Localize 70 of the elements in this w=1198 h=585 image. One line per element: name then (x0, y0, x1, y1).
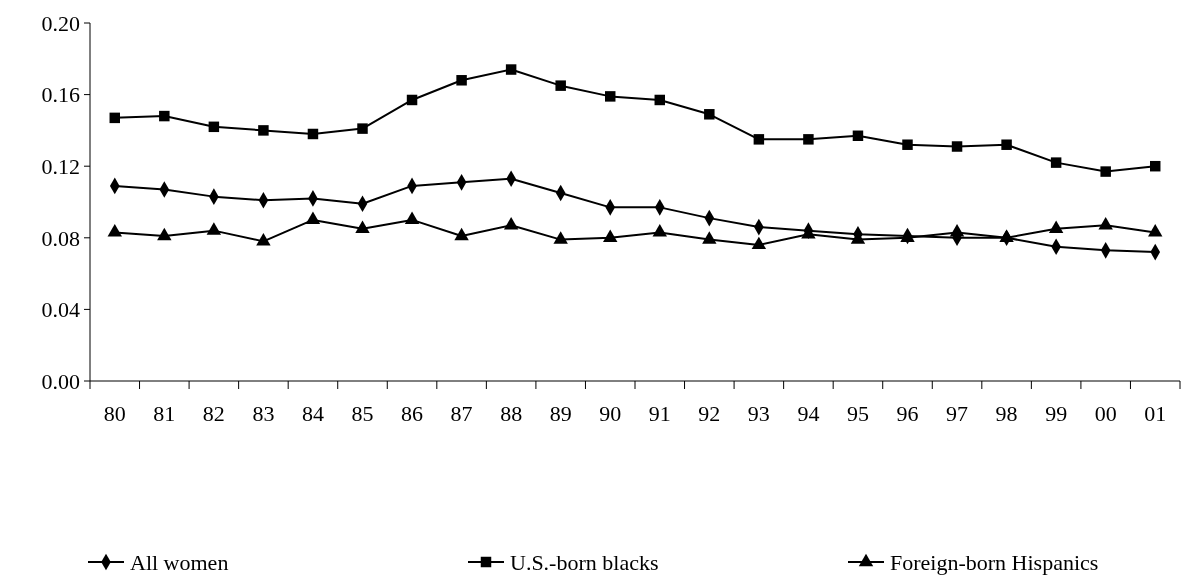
point (1098, 216, 1113, 230)
x-tick-label: 90 (599, 401, 622, 426)
point (256, 233, 271, 246)
point (555, 80, 566, 91)
point (852, 130, 864, 142)
point (404, 211, 420, 225)
point (1100, 166, 1111, 177)
point (258, 125, 269, 136)
point (109, 112, 121, 124)
x-tick-label: 97 (946, 401, 969, 426)
x-tick-label: 88 (500, 401, 523, 426)
point (1149, 160, 1161, 172)
point (1001, 139, 1012, 150)
point (753, 134, 765, 145)
point (1148, 224, 1163, 237)
x-tick-label: 94 (797, 401, 820, 426)
point (505, 64, 517, 75)
point (157, 227, 172, 241)
point (951, 141, 963, 152)
point (357, 123, 368, 134)
y-tick-label: 0.04 (41, 297, 80, 323)
point (159, 110, 170, 122)
point (702, 231, 717, 244)
x-tick-label: 92 (698, 401, 721, 426)
point (1048, 220, 1064, 234)
point (654, 94, 666, 106)
point (704, 109, 715, 120)
x-tick-label: 98 (995, 401, 1018, 426)
legend-label: Foreign-born Hispanics (890, 549, 1099, 575)
x-tick-label: 93 (747, 401, 770, 426)
x-tick-label: 87 (450, 401, 473, 426)
x-tick-label: 81 (153, 401, 176, 426)
x-tick-label: 96 (896, 401, 919, 426)
x-tick-label: 95 (846, 401, 869, 426)
point (652, 224, 667, 237)
point (305, 211, 321, 225)
point (553, 231, 568, 244)
x-tick-label: 91 (648, 401, 671, 426)
point (307, 128, 319, 140)
point (456, 75, 467, 86)
point (208, 121, 220, 133)
x-tick-label: 80 (103, 401, 126, 426)
x-tick-label: 89 (549, 401, 572, 426)
x-tick-label: 86 (401, 401, 424, 426)
y-tick-label: 0.20 (41, 10, 80, 36)
point (206, 222, 222, 235)
point (604, 91, 616, 102)
x-tick-label: 01 (1144, 401, 1167, 426)
x-tick-label: 00 (1094, 401, 1117, 426)
point (603, 229, 618, 242)
point (902, 139, 913, 150)
legend-label: All women (130, 549, 229, 575)
point (503, 216, 519, 230)
y-tick-label: 0.16 (41, 82, 80, 108)
point (454, 227, 469, 241)
point (107, 224, 122, 237)
point (803, 134, 814, 145)
x-tick-label: 83 (252, 401, 275, 426)
x-tick-label: 85 (351, 401, 374, 426)
point (751, 236, 767, 250)
y-tick-label: 0.08 (41, 225, 80, 251)
x-tick-label: 82 (202, 401, 225, 426)
legend-label: U.S.-born blacks (510, 549, 659, 575)
x-tick-label: 99 (1045, 401, 1068, 426)
y-tick-label: 0.00 (41, 368, 80, 394)
point (1050, 157, 1062, 168)
x-tick-label: 84 (301, 401, 324, 426)
point (355, 220, 370, 234)
point (406, 94, 418, 106)
y-tick-label: 0.12 (41, 153, 80, 179)
